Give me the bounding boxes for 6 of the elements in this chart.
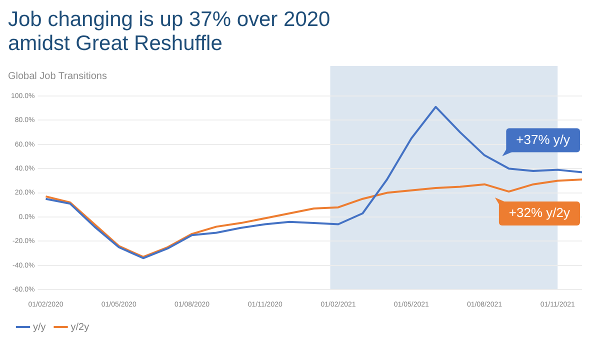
legend-label: y/2y — [70, 322, 90, 333]
legend-label: y/y — [33, 322, 46, 333]
annotation: +37% y/y — [516, 132, 570, 147]
chart-title: Job changing is up 37% over 2020 amidst Great Reshuffle — [8, 8, 332, 57]
chart-subtitle: Global Job Transitions — [8, 70, 107, 82]
annotation: +32% y/2y — [508, 205, 570, 220]
